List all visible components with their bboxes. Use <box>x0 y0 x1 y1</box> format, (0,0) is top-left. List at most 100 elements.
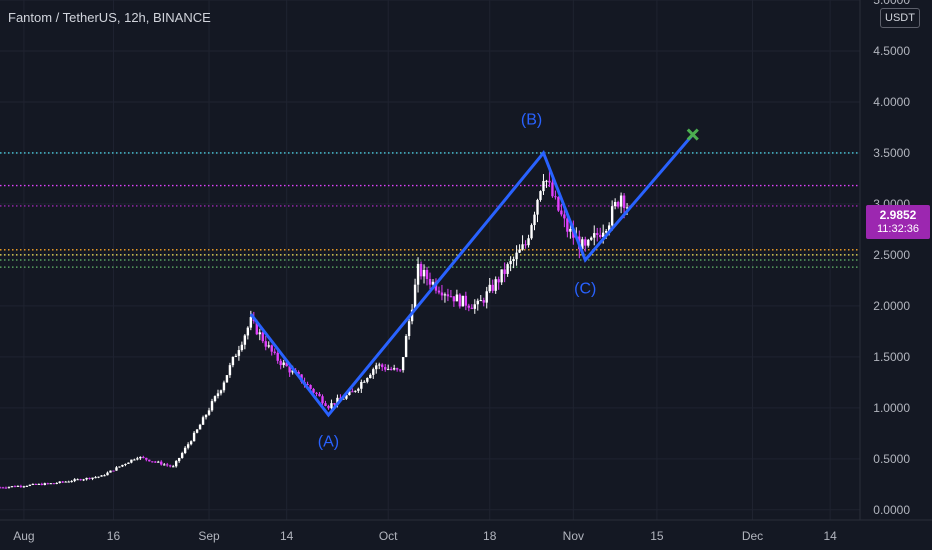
candle-body <box>192 432 196 442</box>
candle-body <box>219 390 223 394</box>
candle-body <box>270 345 273 352</box>
time-tick-label: 16 <box>107 529 121 543</box>
price-tick-label: 0.0000 <box>873 503 910 517</box>
candle-body <box>440 292 444 296</box>
candle-body <box>569 228 572 232</box>
candle-body <box>372 369 375 375</box>
candle-body <box>348 391 351 396</box>
candle-body <box>404 336 408 358</box>
candle-body <box>485 291 488 303</box>
candle-body <box>186 444 190 448</box>
chart-title: Fantom / TetherUS, 12h, BINANCE <box>8 10 211 25</box>
candle-body <box>560 210 563 215</box>
candle-body <box>273 351 276 353</box>
time-tick-label: 15 <box>650 529 664 543</box>
target-marker <box>686 128 699 141</box>
candle-body <box>73 479 76 482</box>
candle-body <box>151 461 154 463</box>
candle-body <box>464 295 468 306</box>
candle-body <box>428 278 432 285</box>
time-tick-label: Nov <box>563 529 584 543</box>
candle-body <box>228 365 232 376</box>
candle-body <box>425 269 429 279</box>
candle-body <box>497 279 500 283</box>
candle-body <box>551 182 554 197</box>
candle-body <box>467 305 471 308</box>
candle-body <box>31 483 35 485</box>
candle-body <box>607 225 611 232</box>
candle-body <box>49 483 52 485</box>
price-axis[interactable]: 0.00000.50001.00001.50002.00002.50003.00… <box>859 0 932 550</box>
candle-body <box>213 396 217 402</box>
candle-body <box>596 233 599 235</box>
candle-body <box>82 479 85 481</box>
candle-body <box>261 332 264 342</box>
candle-body <box>369 374 372 379</box>
candle-body <box>121 464 124 467</box>
wave-label: (C) <box>574 281 596 298</box>
candle-body <box>249 317 253 328</box>
price-tick-label: 0.5000 <box>873 452 910 466</box>
candle-body <box>306 384 309 386</box>
candle-body <box>222 382 226 391</box>
candle-body <box>419 263 423 277</box>
candle-body <box>7 486 11 488</box>
horizontal-levels <box>0 152 860 268</box>
candle-body <box>515 252 518 260</box>
price-tick-label: 4.0000 <box>873 95 910 109</box>
candle-body <box>195 429 199 433</box>
candle-body <box>333 403 336 405</box>
candle-body <box>124 463 127 465</box>
wave-path <box>249 133 694 418</box>
candle-body <box>171 466 175 468</box>
candle-body <box>363 381 366 383</box>
candle-body <box>410 309 414 322</box>
price-tick-label: 4.5000 <box>873 44 910 58</box>
candle-body <box>91 477 94 479</box>
candle-body <box>160 461 163 465</box>
candle-body <box>279 360 282 366</box>
candle-body <box>43 483 46 486</box>
candle-body <box>401 357 405 371</box>
candle-body <box>22 486 26 488</box>
candle-body <box>494 279 497 291</box>
candle-body <box>1 487 5 489</box>
candle-body <box>315 392 318 394</box>
candle-body <box>88 477 91 479</box>
target-x-stroke <box>686 128 699 141</box>
price-axis-bg <box>860 0 932 550</box>
candle-body <box>207 410 211 415</box>
candle-body <box>375 365 378 370</box>
candle-body <box>282 362 285 366</box>
time-axis[interactable]: Aug 16 Sep 14 Oct 18 Nov 15 Dec 14 <box>0 519 932 550</box>
time-tick-label: Aug <box>13 529 34 543</box>
candle-body <box>169 465 172 467</box>
candle-body <box>357 388 360 391</box>
price-tick-label: 5.0000 <box>873 0 910 7</box>
candle-body <box>10 486 14 488</box>
candle-body <box>106 472 109 476</box>
candle-body <box>312 388 315 393</box>
candle-body <box>389 368 393 370</box>
time-tick-label: 14 <box>823 529 837 543</box>
candle-body <box>133 459 136 461</box>
candle-body <box>166 464 169 466</box>
candle-body <box>163 464 166 466</box>
candle-body <box>599 234 602 238</box>
candle-body <box>13 486 17 488</box>
candle-body <box>503 269 506 274</box>
candle-body <box>103 475 106 477</box>
candle-body <box>79 479 82 481</box>
candle-body <box>619 195 623 207</box>
candle-body <box>70 481 73 483</box>
candle-body <box>240 344 244 351</box>
currency-badge[interactable]: USDT <box>880 8 920 28</box>
candle-body <box>25 485 29 487</box>
candle-body <box>581 239 584 250</box>
candle-body <box>61 481 64 483</box>
candle-body <box>297 371 300 375</box>
candle-body <box>345 395 348 399</box>
candle-body <box>392 368 396 370</box>
candle-body <box>139 456 142 459</box>
